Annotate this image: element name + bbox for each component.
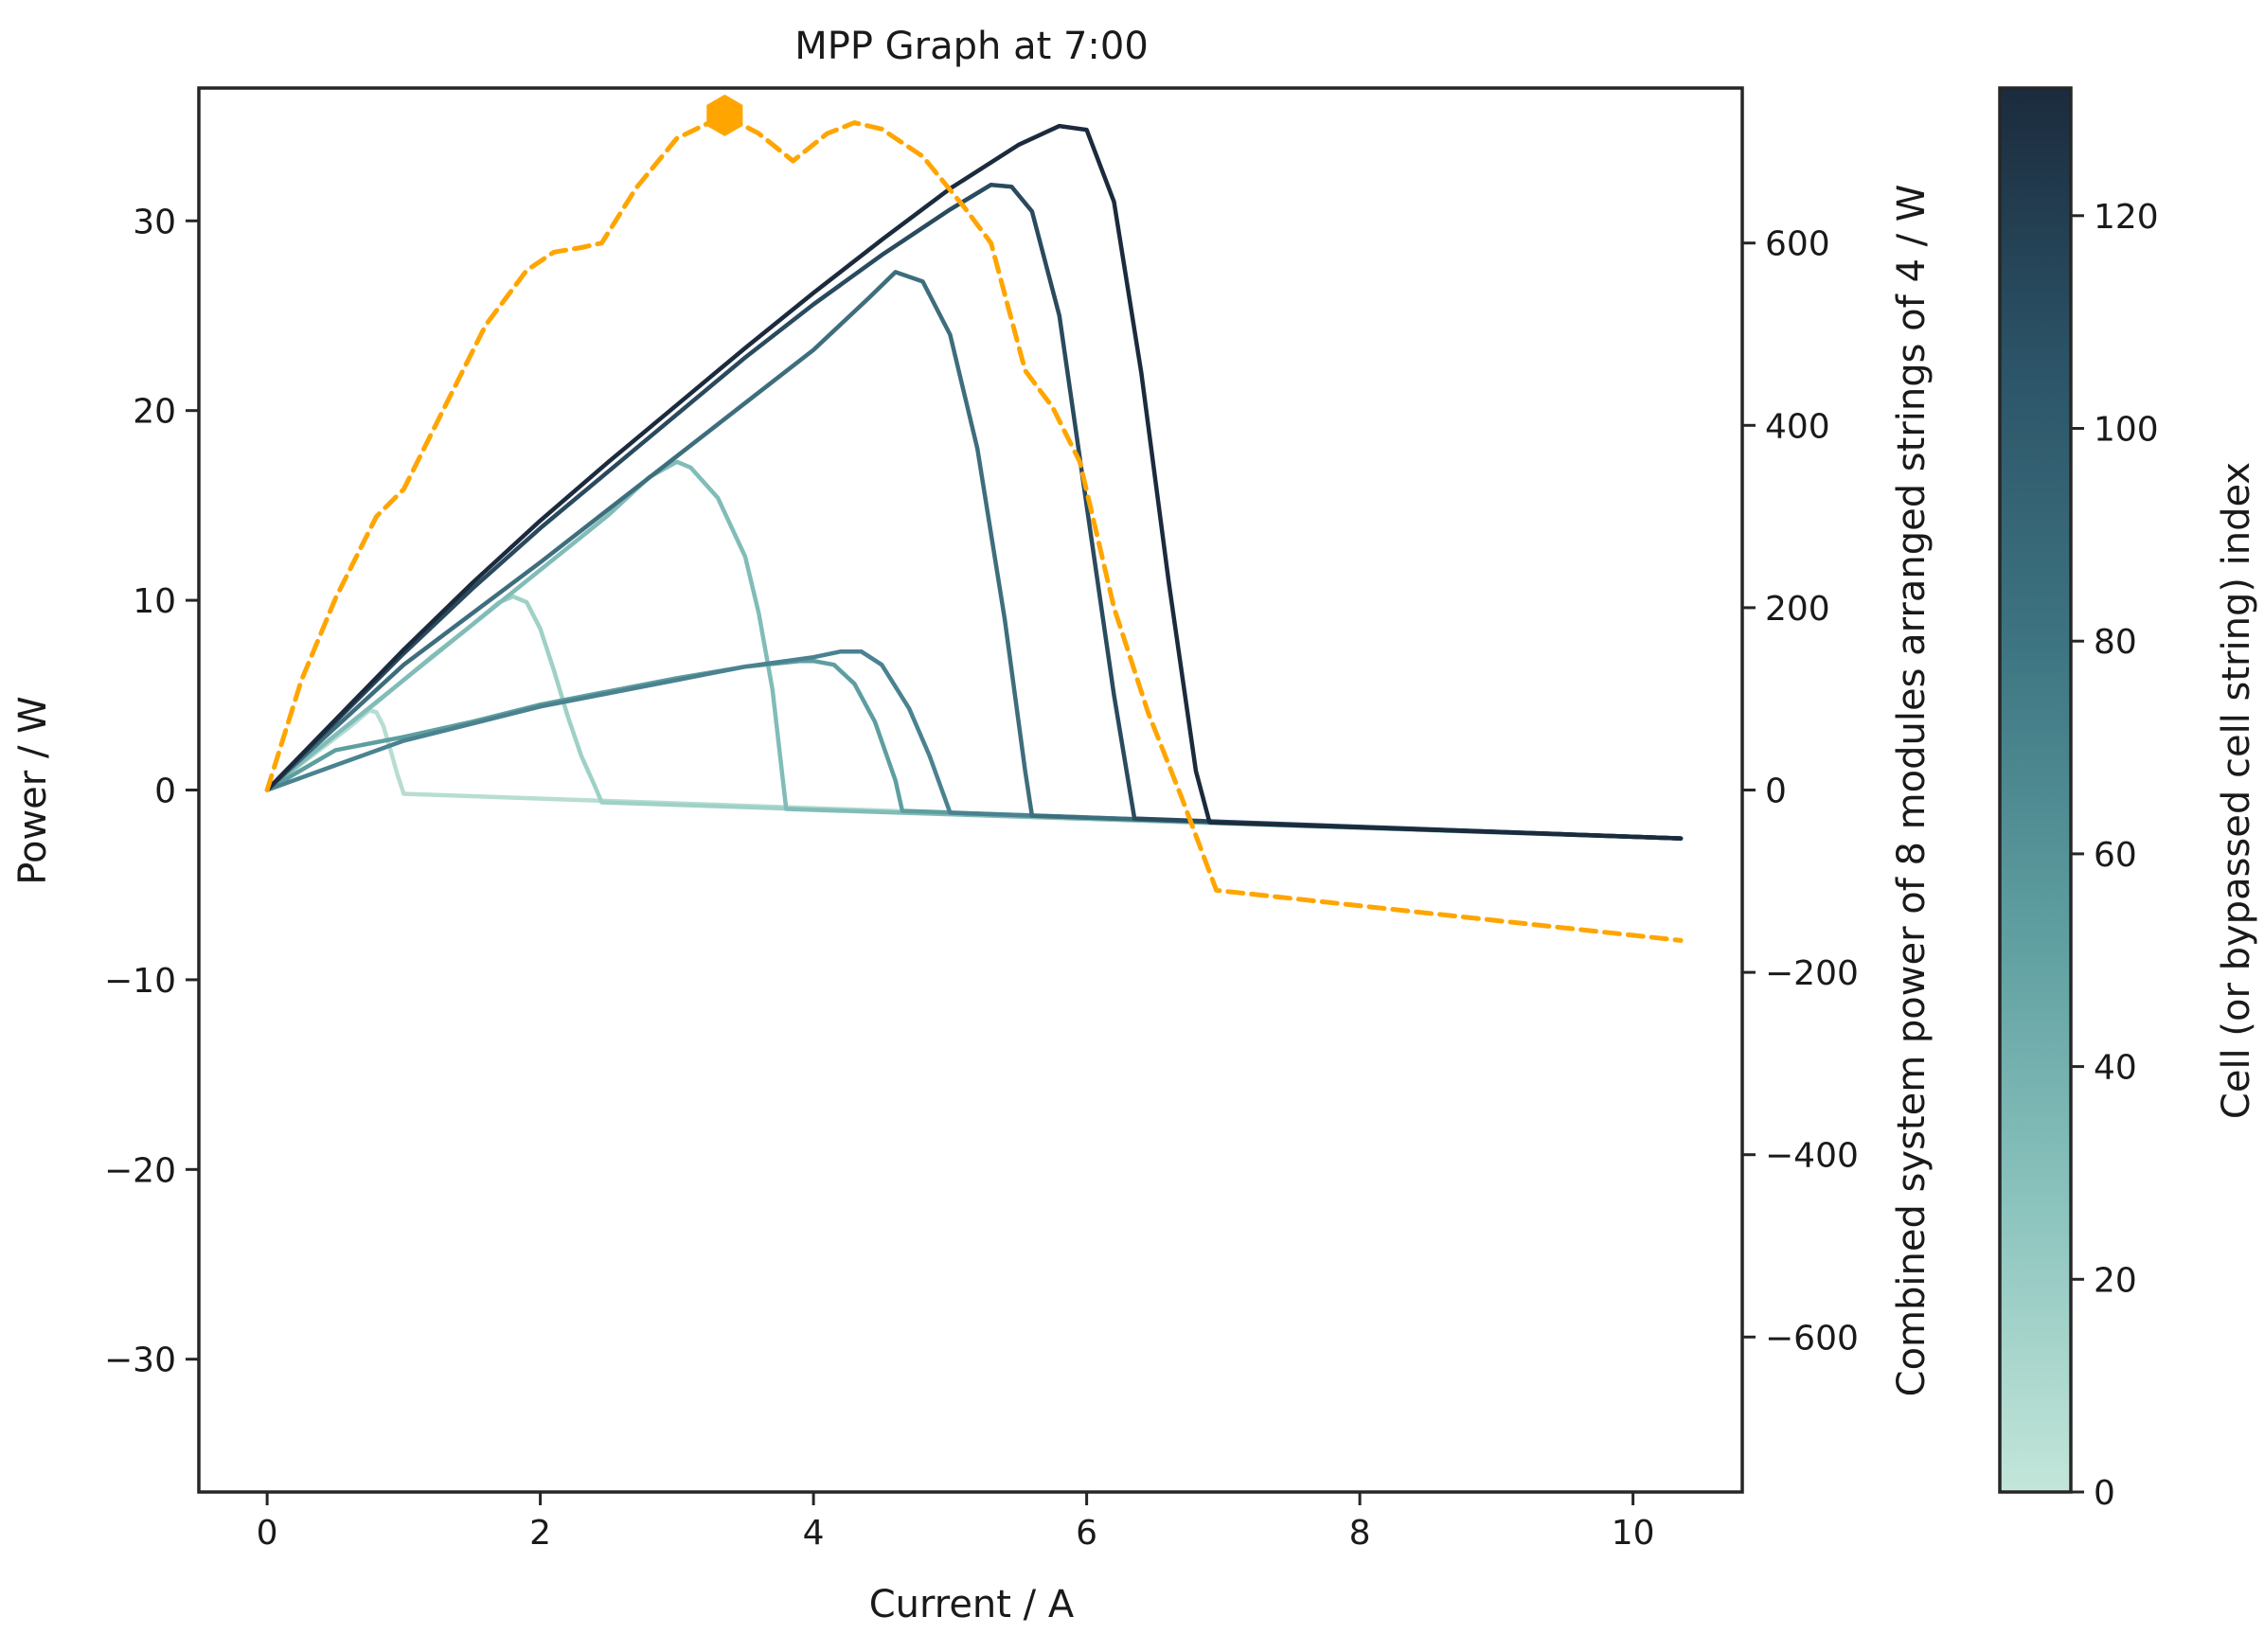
y-tick-label: 10 xyxy=(133,582,176,621)
colorbar-label: Cell (or bypassed cell string) index xyxy=(2215,462,2258,1119)
axes: 0 2 4 6 8 10 −30 −20 −10 0 10 20 30 −600 −400 −200 0 200 4… xyxy=(104,86,1859,1553)
x-tick-label: 6 xyxy=(1076,1514,1097,1553)
colorbar: 0 20 40 60 80 100 120 xyxy=(1998,86,2159,1513)
series-cell-8-line xyxy=(264,708,1684,841)
y2-tick-label: 600 xyxy=(1765,225,1830,264)
y2-tick-label: 400 xyxy=(1765,407,1830,446)
series-cell-78-line xyxy=(264,648,1684,841)
series-combined-line xyxy=(264,113,1684,943)
series-cell-45-line xyxy=(264,459,1684,841)
mpp-marker xyxy=(706,94,743,136)
series-cell-30-line xyxy=(264,594,1684,841)
colorbar-tick-label: 0 xyxy=(2094,1474,2115,1513)
y2-tick-label: 200 xyxy=(1765,590,1830,629)
colorbar-gradient xyxy=(2000,88,2071,1492)
y-tick-label: −20 xyxy=(104,1151,176,1190)
y-tick-label: −30 xyxy=(104,1341,176,1380)
x-tick-label: 0 xyxy=(257,1514,278,1553)
y-tick-label: −10 xyxy=(104,962,176,1001)
series-cell-92-line xyxy=(264,270,1684,841)
x-tick-label: 2 xyxy=(529,1514,551,1553)
colorbar-tick-label: 100 xyxy=(2094,411,2159,450)
y2-tick-label: −600 xyxy=(1765,1319,1859,1358)
colorbar-frame xyxy=(1998,86,2073,1494)
series-cell-130-line xyxy=(264,123,1684,841)
y-tick-label: 20 xyxy=(133,393,176,432)
x-tick-label: 10 xyxy=(1612,1514,1655,1553)
y2-axis-label: Combined system power of 8 modules arran… xyxy=(1890,185,1934,1397)
x-tick-label: 8 xyxy=(1349,1514,1371,1553)
plot-frame xyxy=(197,86,1744,1494)
y2-tick-label: −200 xyxy=(1765,954,1859,993)
x-tick-label: 4 xyxy=(803,1514,825,1553)
colorbar-tick-label: 120 xyxy=(2094,198,2159,237)
y2-tick-label: 0 xyxy=(1765,773,1787,811)
y2-tick-label: −400 xyxy=(1765,1137,1859,1176)
chart-title: MPP Graph at 7:00 xyxy=(794,25,1149,68)
plot-area xyxy=(264,94,1684,943)
y-tick-label: 0 xyxy=(154,773,176,811)
colorbar-tick-label: 20 xyxy=(2094,1261,2137,1300)
colorbar-tick-label: 80 xyxy=(2094,623,2137,662)
y-axis-label: Power / W xyxy=(11,696,55,884)
colorbar-tick-label: 60 xyxy=(2094,836,2137,875)
y-tick-label: 30 xyxy=(133,203,176,241)
colorbar-tick-label: 40 xyxy=(2094,1049,2137,1088)
x-axis-label: Current / A xyxy=(869,1583,1075,1626)
series-cell-112-line xyxy=(264,182,1684,841)
